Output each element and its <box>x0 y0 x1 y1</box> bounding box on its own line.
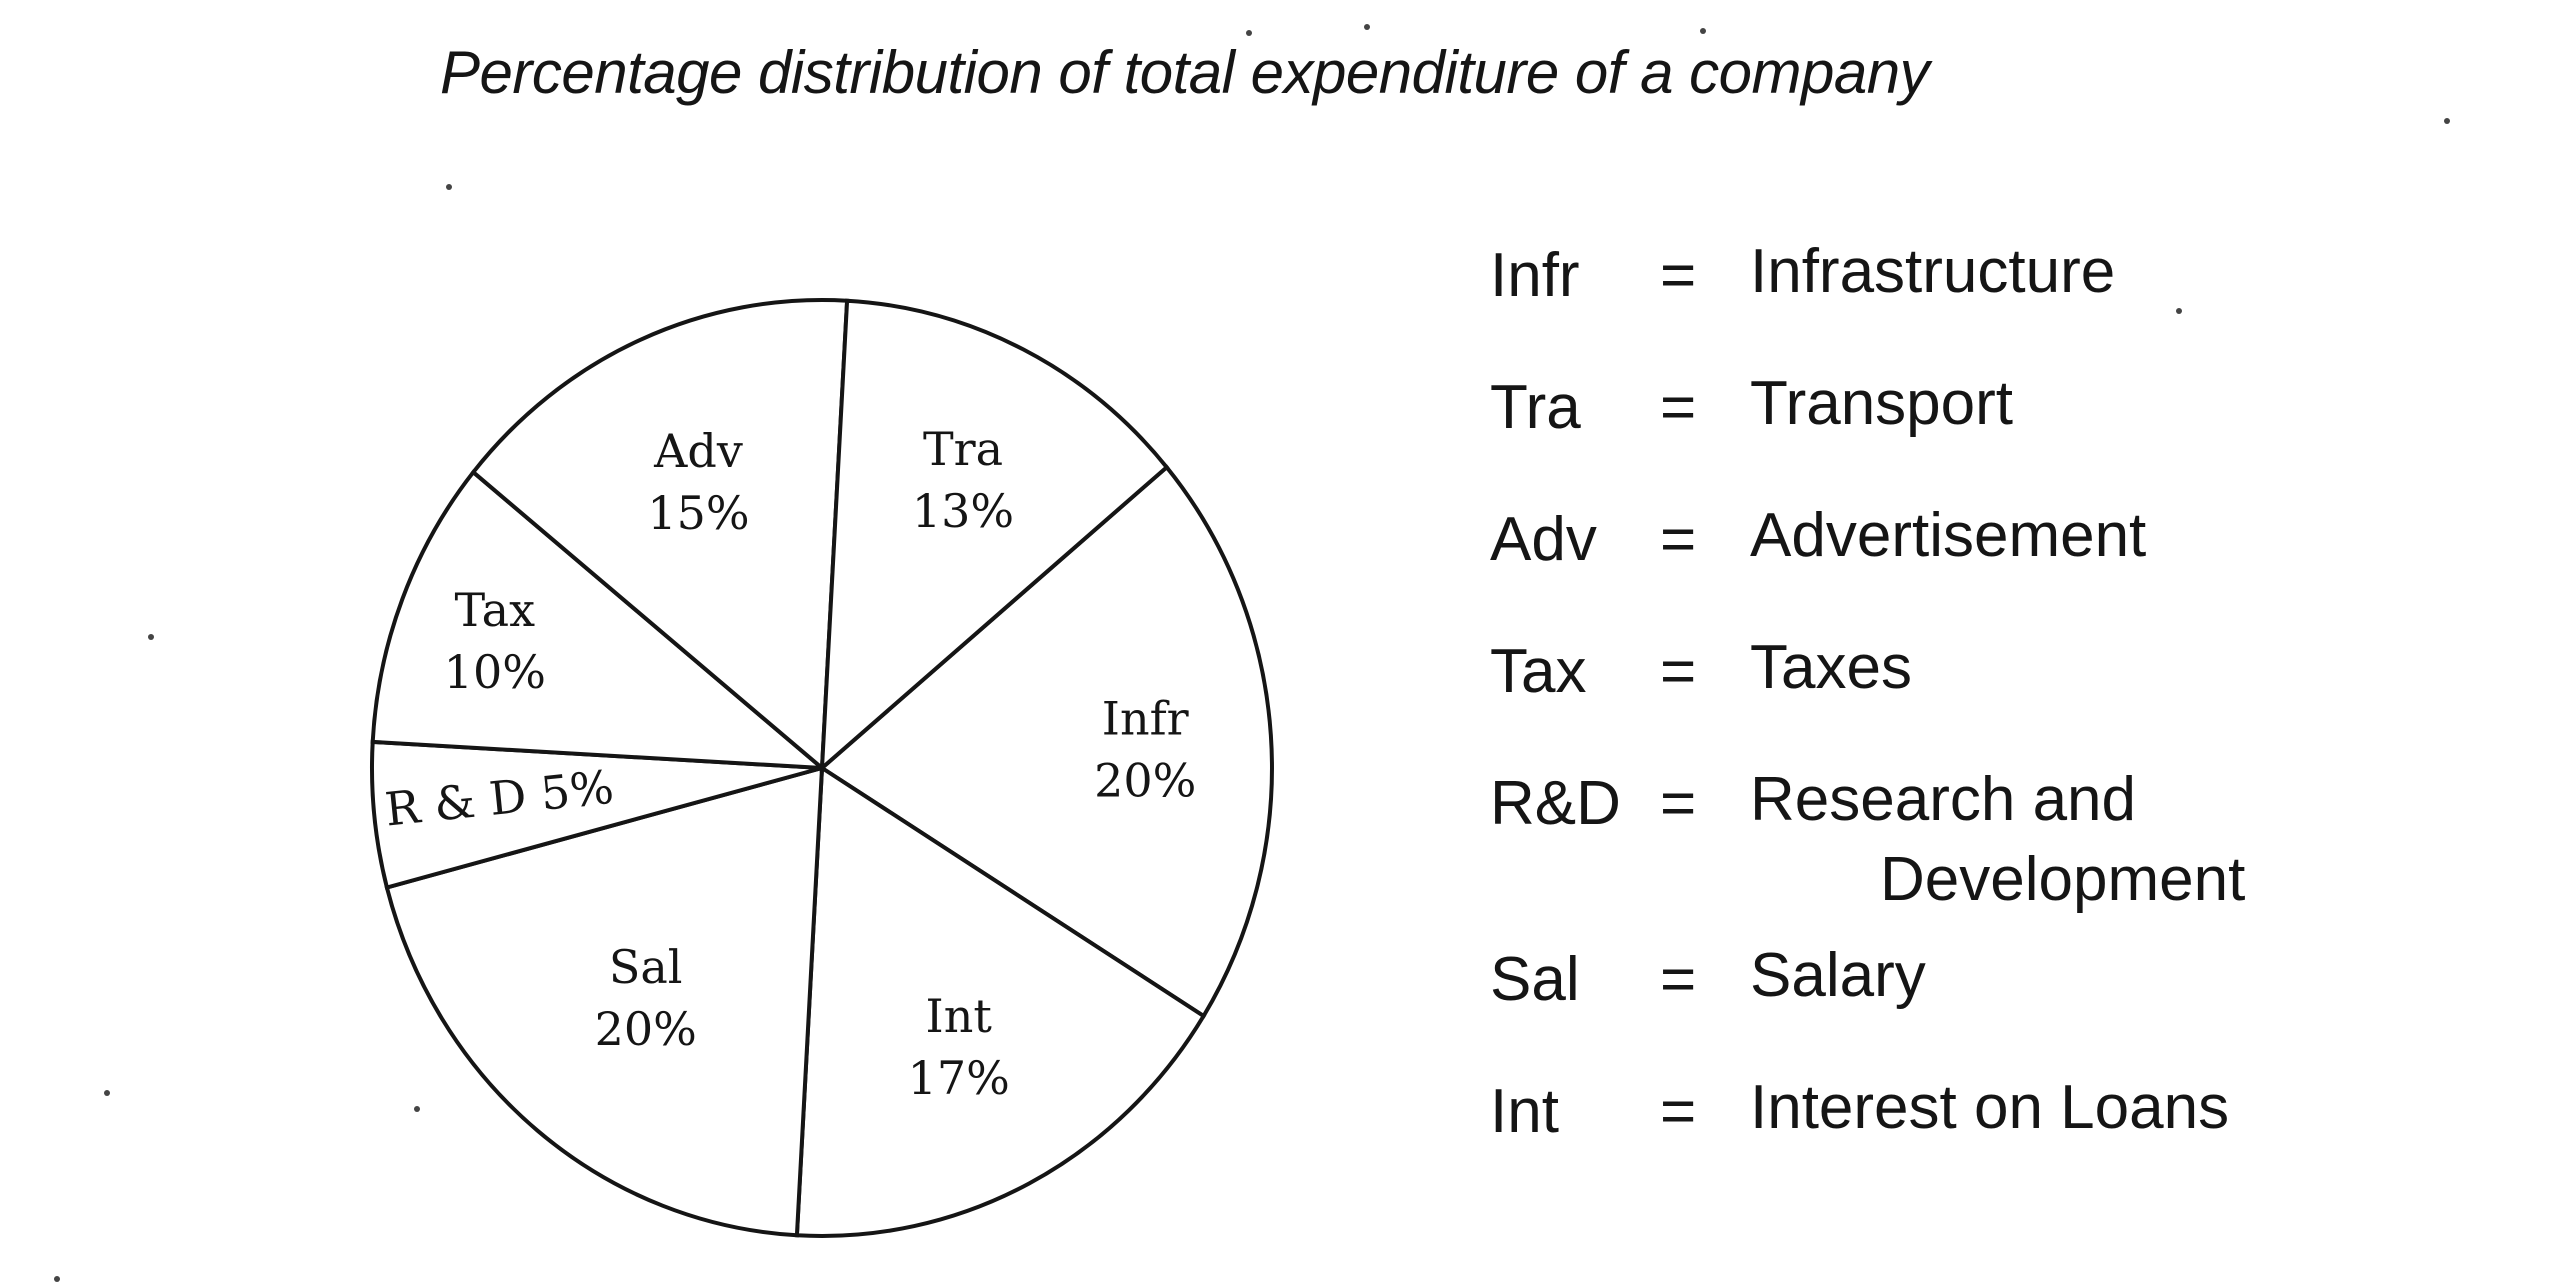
legend-full-name: Salary <box>1750 936 2310 1016</box>
scan-speck <box>1364 24 1370 30</box>
legend-full-text: Advertisement <box>1750 501 2147 570</box>
scan-speck <box>2444 118 2450 124</box>
legend-abbr: R&D <box>1490 769 1621 838</box>
scan-speck <box>2176 308 2182 314</box>
legend-full-name: Transport <box>1750 364 2310 444</box>
slice-value-tra: 13% <box>912 484 1014 538</box>
scan-speck <box>1246 30 1252 36</box>
slice-label-infr: Infr <box>1102 692 1189 746</box>
legend-abbr: Tra <box>1490 373 1581 442</box>
scan-speck <box>446 184 452 190</box>
legend-full-name: Advertisement <box>1750 496 2310 576</box>
slice-value-sal: 20% <box>595 1002 697 1056</box>
pie-slice-rnd <box>370 739 823 890</box>
legend-equals: = <box>1660 505 1697 574</box>
scan-speck <box>148 634 154 640</box>
pie-slice-tax <box>370 469 828 771</box>
slice-label-sal: Sal <box>609 940 683 994</box>
legend-full-text: Research and <box>1750 765 2137 834</box>
slice-label-tax: Tax <box>455 583 536 637</box>
legend-full-text: Transport <box>1750 369 2014 438</box>
slice-value-adv: 15% <box>647 486 749 540</box>
legend-equals: = <box>1660 945 1697 1014</box>
slice-value-infr: 20% <box>1094 754 1196 808</box>
slice-value-tax: 10% <box>444 645 546 699</box>
slice-label-adv: Adv <box>653 424 743 478</box>
legend-full-text: Infrastructure <box>1750 237 2116 306</box>
legend-abbr: Infr <box>1490 241 1580 310</box>
legend-abbr: Adv <box>1490 505 1597 574</box>
scan-speck <box>1700 28 1706 34</box>
slice-label-int: Int <box>926 989 993 1043</box>
legend-abbr: Int <box>1490 1077 1559 1146</box>
legend-equals: = <box>1660 1077 1697 1146</box>
scan-speck <box>104 1090 110 1096</box>
legend-full-name: Interest on Loans <box>1750 1068 2310 1148</box>
legend-equals: = <box>1660 373 1697 442</box>
legend-abbr: Tax <box>1490 637 1587 706</box>
legend-full-text: Salary <box>1750 941 1926 1010</box>
legend-full-name: Research and Development <box>1750 760 2310 920</box>
slice-label-tra: Tra <box>923 422 1003 476</box>
chart-title: Percentage distribution of total expendi… <box>440 39 1930 106</box>
legend-full-name: Infrastructure <box>1750 232 2310 312</box>
pie-slice-sal <box>384 765 825 1238</box>
legend-full-name: Taxes <box>1750 628 2310 708</box>
legend-full-text: Taxes <box>1750 633 1912 702</box>
scan-speck <box>414 1106 420 1112</box>
legend-equals: = <box>1660 241 1697 310</box>
pie-slice-int <box>794 764 1207 1238</box>
legend-abbr: Sal <box>1490 945 1580 1014</box>
legend-full-text-line2: Development <box>1880 845 2246 914</box>
legend-equals: = <box>1660 769 1697 838</box>
pie-slice-adv <box>470 298 850 773</box>
pie-slice-infr <box>818 464 1274 1019</box>
pie-slice-tra <box>819 298 1170 773</box>
slice-value-int: 17% <box>908 1051 1010 1105</box>
scan-speck <box>54 1276 60 1282</box>
legend-equals: = <box>1660 637 1697 706</box>
legend-full-text: Interest on Loans <box>1750 1073 2230 1142</box>
